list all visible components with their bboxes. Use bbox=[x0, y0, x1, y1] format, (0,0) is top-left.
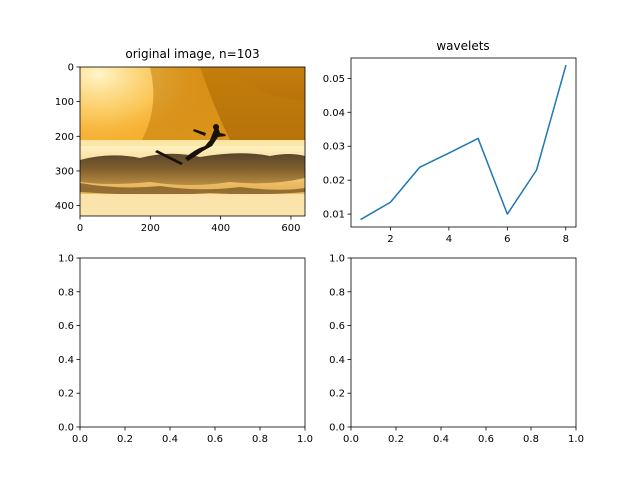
wavelets-axes-ytick-label: 0.04 bbox=[323, 108, 345, 119]
empty-axes-bl-xtick-label: 0.2 bbox=[117, 434, 133, 445]
wavelets-axes-frame bbox=[350, 57, 577, 228]
empty-axes-bl-ytick-label: 0.0 bbox=[58, 423, 74, 434]
image-axes-ytick-label: 400 bbox=[55, 201, 74, 212]
empty-axes-br-xtick-label: 0.8 bbox=[523, 434, 539, 445]
image-axes-xtick-label: 0 bbox=[77, 223, 83, 234]
image-axes-ytick-label: 200 bbox=[55, 132, 74, 143]
empty-axes-bottom-left: 0.0 0.2 0.4 0.6 0.8 1.0 0.0 0.2 0.4 0.6 0.8 1.0 bbox=[58, 254, 313, 446]
image-axes-frame bbox=[79, 66, 306, 217]
empty-axes-br-ytick-label: 1.0 bbox=[329, 254, 345, 265]
empty-axes-bl-ytick-label: 1.0 bbox=[58, 254, 74, 265]
empty-axes-bl-xtick-label: 1.0 bbox=[297, 434, 313, 445]
image-axes-xtick-label: 400 bbox=[211, 223, 230, 234]
empty-axes-br-ytick-label: 0.8 bbox=[329, 287, 345, 298]
wavelets-axes-ytick-label: 0.03 bbox=[323, 142, 345, 153]
empty-axes-bl-xtick-label: 0.0 bbox=[72, 434, 88, 445]
image-axes-ytick-label: 100 bbox=[55, 97, 74, 108]
empty-axes-bl-ytick-label: 0.6 bbox=[58, 321, 74, 332]
wavelets-axes-xtick-label: 2 bbox=[387, 234, 393, 245]
empty-axes-br-xtick-label: 0.4 bbox=[433, 434, 449, 445]
image-axes-xtick-label: 600 bbox=[281, 223, 300, 234]
wavelets-axes: wavelets 2 4 6 8 0.01 0.02 0.03 0.04 0.05 bbox=[323, 39, 577, 245]
image-axes-ytick-label: 300 bbox=[55, 166, 74, 177]
wavelets-axes-ytick-label: 0.02 bbox=[323, 176, 345, 187]
empty-axes-bl-ytick-label: 0.4 bbox=[58, 355, 74, 366]
empty-axes-br-ytick-label: 0.2 bbox=[329, 389, 345, 400]
wavelets-axes-xtick-label: 6 bbox=[504, 234, 510, 245]
empty-axes-bl-xtick-label: 0.8 bbox=[252, 434, 268, 445]
wavelets-axes-series-line-0 bbox=[360, 64, 567, 221]
wavelets-axes-ytick-label: 0.05 bbox=[323, 74, 345, 85]
empty-axes-br-xtick-label: 0.6 bbox=[478, 434, 494, 445]
wavelets-axes-xtick-label: 8 bbox=[563, 234, 569, 245]
wavelets-axes-xtick-label: 4 bbox=[446, 234, 452, 245]
image-axes-ytick-label: 0 bbox=[68, 63, 74, 74]
wavelets-axes-title: wavelets bbox=[436, 39, 489, 53]
image-axes-title: original image, n=103 bbox=[125, 47, 259, 61]
empty-axes-br-frame bbox=[350, 257, 577, 428]
empty-axes-br-ytick-label: 0.0 bbox=[329, 423, 345, 434]
empty-axes-bl-ytick-label: 0.2 bbox=[58, 389, 74, 400]
empty-axes-br-xtick-label: 0.0 bbox=[343, 434, 359, 445]
empty-axes-br-ytick-label: 0.6 bbox=[329, 321, 345, 332]
empty-axes-br-xtick-label: 1.0 bbox=[568, 434, 584, 445]
empty-axes-br-xtick-label: 0.2 bbox=[388, 434, 404, 445]
photo-image bbox=[80, 67, 305, 216]
empty-axes-bl-xtick-label: 0.4 bbox=[162, 434, 178, 445]
empty-axes-bl-ytick-label: 0.8 bbox=[58, 287, 74, 298]
empty-axes-bl-xtick-label: 0.6 bbox=[207, 434, 223, 445]
empty-axes-bl-frame bbox=[79, 257, 306, 428]
empty-axes-br-ytick-label: 0.4 bbox=[329, 355, 345, 366]
image-axes: original image, n=103 0 200 400 600 0 100 200 3… bbox=[55, 47, 306, 234]
image-axes-xtick-label: 200 bbox=[141, 223, 160, 234]
wavelets-axes-ytick-label: 0.01 bbox=[323, 210, 345, 221]
empty-axes-bottom-right: 0.0 0.2 0.4 0.6 0.8 1.0 0.0 0.2 0.4 0.6 0.8 1.0 bbox=[329, 254, 584, 446]
